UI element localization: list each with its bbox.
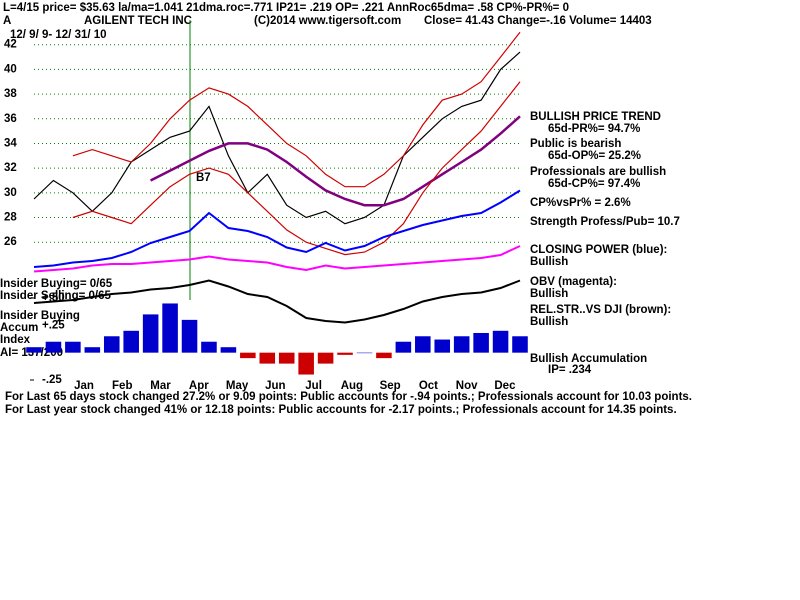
series-line: [150, 115, 521, 207]
y-tick-label: 34: [4, 137, 17, 149]
annotation: Strength Profess/Pub= 10.7: [530, 216, 680, 228]
x-tick-label: May: [226, 380, 249, 392]
accum-label: Index: [0, 334, 31, 346]
series-line: [33, 245, 521, 273]
bar: [337, 352, 353, 355]
x-tick-label: Jan: [74, 380, 94, 392]
annotation: 65d-PR%= 94.7%: [548, 123, 640, 135]
copyright: (C)2014 www.tigersoft.com: [254, 15, 401, 27]
series-line: [33, 189, 521, 268]
y-tick-label: 28: [4, 212, 17, 224]
symbol: A: [3, 15, 11, 27]
y-tick-label: 26: [4, 236, 17, 248]
bar: [259, 352, 276, 364]
x-tick-label: Nov: [456, 380, 478, 392]
bar: [376, 352, 392, 359]
bar: [240, 352, 256, 359]
x-tick-label: Mar: [150, 380, 171, 392]
annotation: IP= .234: [548, 364, 592, 376]
x-tick-label: Feb: [112, 380, 132, 392]
bar: [395, 341, 412, 353]
bar: [26, 347, 42, 353]
annotation: Public is bearish: [530, 138, 621, 150]
annotation: OBV (magenta):: [530, 276, 617, 288]
bar: [317, 352, 334, 364]
x-tick-label: Oct: [419, 380, 438, 392]
date-range: 12/ 9/ 9- 12/ 31/ 10: [10, 29, 107, 41]
accum-label: Accum: [0, 322, 38, 334]
series-line: [33, 279, 521, 324]
annotation: 65d-OP%= 25.2%: [548, 150, 641, 162]
y-tick-label: 36: [4, 113, 17, 125]
bar: [220, 347, 237, 353]
series-line: [72, 31, 521, 188]
annotation: REL.STR..VS DJI (brown):: [530, 304, 671, 316]
bar: [84, 347, 101, 353]
y-tick-label: 32: [4, 162, 17, 174]
x-tick-label: Jun: [265, 380, 285, 392]
bar: [65, 341, 81, 353]
footer-line: For Last year stock changed 41% or 12.18…: [5, 404, 677, 416]
bar: [512, 336, 528, 353]
annotation: Bullish Accumulation: [530, 353, 647, 365]
header-line: L=4/15 price= $35.63 la/ma=1.041 21dma.r…: [3, 2, 569, 14]
company-name: AGILENT TECH INC: [84, 15, 192, 27]
annotation: CLOSING POWER (blue):: [530, 244, 667, 256]
bar: [181, 319, 198, 353]
x-tick-label: Sep: [380, 380, 401, 392]
y-tick-label: +.25: [42, 319, 65, 331]
insider-label: Insider Buying= 0/65: [0, 278, 113, 290]
bar: [278, 352, 295, 364]
bar: [492, 330, 509, 353]
y-tick-label: 40: [4, 63, 17, 75]
x-tick-label: Jul: [305, 380, 322, 392]
bar: [453, 336, 470, 353]
annotation: Bullish: [530, 256, 568, 268]
bar: [162, 303, 178, 353]
annotation: Bullish: [530, 316, 568, 328]
signal-label: B7: [196, 172, 211, 184]
bar: [123, 330, 139, 353]
y-tick-label: 30: [4, 187, 17, 199]
bar: [434, 339, 451, 353]
accum-label: Insider Buying: [0, 310, 80, 322]
quote: Close= 41.43 Change=-.16 Volume= 14403: [424, 15, 652, 27]
bar: [45, 341, 62, 353]
bar: [142, 314, 159, 353]
y-tick-label: +.50: [42, 292, 65, 304]
annotation: 65d-CP%= 97.4%: [548, 178, 640, 190]
annotation: Professionals are bullish: [530, 166, 666, 178]
x-tick-label: Dec: [494, 380, 516, 392]
y-tick-label: -.25: [42, 374, 62, 386]
series-line: [72, 81, 521, 256]
bar: [103, 336, 120, 353]
bar: [201, 341, 217, 353]
bar: [356, 352, 373, 354]
x-tick-label: Aug: [341, 380, 363, 392]
annotation: Bullish: [530, 288, 568, 300]
footer-line: For Last 65 days stock changed 27.2% or …: [5, 391, 692, 403]
series-line: [33, 51, 521, 225]
y-tick-label: 38: [4, 88, 17, 100]
bar: [473, 332, 489, 353]
bar: [415, 336, 431, 353]
bar: [298, 352, 314, 375]
annotation: BULLISH PRICE TREND: [530, 111, 661, 123]
x-tick-label: Apr: [189, 380, 209, 392]
y-tick-label: 42: [4, 39, 17, 51]
annotation: CP%vsPr% = 2.6%: [530, 197, 631, 209]
